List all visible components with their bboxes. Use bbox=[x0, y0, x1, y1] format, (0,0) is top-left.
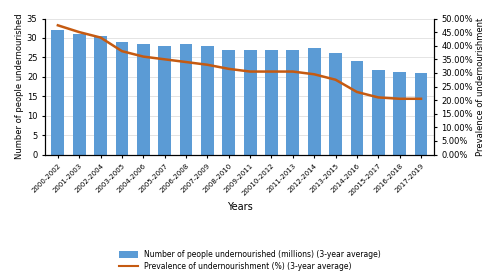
Bar bbox=[201, 46, 214, 155]
Bar bbox=[158, 46, 171, 155]
Bar bbox=[94, 36, 107, 155]
Y-axis label: Number of people undernourished: Number of people undernourished bbox=[15, 14, 24, 159]
Bar bbox=[222, 50, 235, 155]
Bar bbox=[116, 42, 128, 155]
Bar bbox=[414, 73, 428, 155]
Bar bbox=[350, 61, 364, 155]
Bar bbox=[265, 50, 278, 155]
X-axis label: Years: Years bbox=[226, 202, 252, 212]
Bar bbox=[73, 34, 86, 155]
Legend: Number of people undernourished (millions) (3-year average), Prevalence of under: Number of people undernourished (million… bbox=[116, 248, 384, 273]
Bar bbox=[52, 30, 64, 155]
Bar bbox=[393, 72, 406, 155]
Bar bbox=[180, 44, 192, 155]
Bar bbox=[372, 70, 384, 155]
Bar bbox=[329, 53, 342, 155]
Bar bbox=[286, 50, 300, 155]
Bar bbox=[244, 50, 256, 155]
Y-axis label: Prevalence of undernourishment: Prevalence of undernourishment bbox=[476, 17, 485, 156]
Bar bbox=[308, 48, 320, 155]
Bar bbox=[137, 44, 149, 155]
